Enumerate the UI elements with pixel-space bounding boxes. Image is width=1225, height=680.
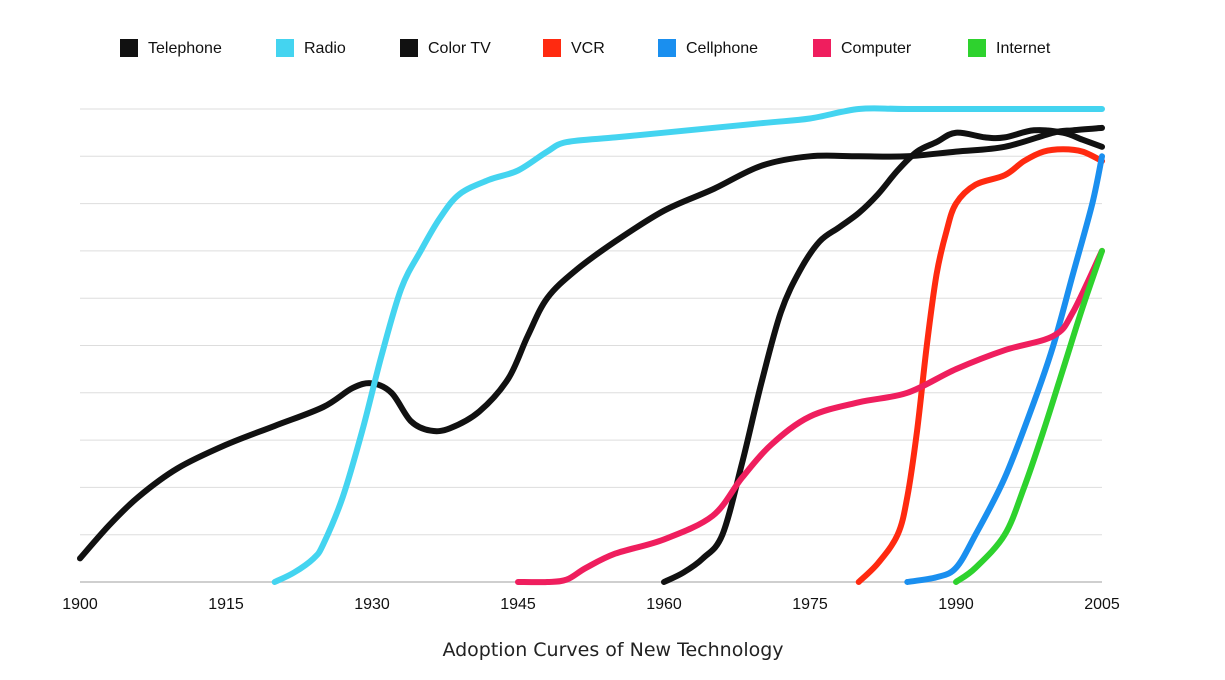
x-tick-label-1990: 1990 [938, 596, 974, 613]
legend-swatch-computer [813, 39, 831, 57]
legend-label-vcr: VCR [571, 40, 605, 57]
series-line-computer [515, 247, 1105, 586]
x-tick-label-1915: 1915 [208, 596, 244, 613]
x-axis-ticks: 1900 1915 1930 1945 1960 1975 1990 2005 [62, 596, 1120, 613]
x-tick-label-1930: 1930 [354, 596, 390, 613]
series-line-radio [271, 105, 1105, 585]
x-tick-label-1960: 1960 [646, 596, 682, 613]
series-line-internet [953, 247, 1105, 585]
legend-label-color-tv: Color TV [428, 40, 491, 57]
x-tick-label-1975: 1975 [792, 596, 828, 613]
chart-title: Adoption Curves of New Technology [442, 639, 783, 661]
legend-swatch-internet [968, 39, 986, 57]
legend-label-telephone: Telephone [148, 40, 222, 57]
legend-swatch-cellphone [658, 39, 676, 57]
series-line-vcr [855, 146, 1105, 585]
series-layer [77, 105, 1105, 586]
legend-swatch-color-tv [400, 39, 418, 57]
x-tick-label-1900: 1900 [62, 596, 98, 613]
series-line-telephone [77, 124, 1105, 562]
legend-label-computer: Computer [841, 40, 912, 57]
legend-swatch-telephone [120, 39, 138, 57]
legend-swatch-radio [276, 39, 294, 57]
legend-swatch-vcr [543, 39, 561, 57]
legend-label-internet: Internet [996, 40, 1051, 57]
legend-label-cellphone: Cellphone [686, 40, 758, 57]
x-tick-label-2005: 2005 [1084, 596, 1120, 613]
x-tick-label-1945: 1945 [500, 596, 536, 613]
gridlines [80, 108, 1102, 536]
legend-label-radio: Radio [304, 40, 346, 57]
series-line-cellphone [904, 153, 1105, 585]
series-line-color-tv [661, 127, 1105, 585]
legend: Telephone Radio Color TV VCR Cellphone Comput… [120, 39, 1051, 57]
